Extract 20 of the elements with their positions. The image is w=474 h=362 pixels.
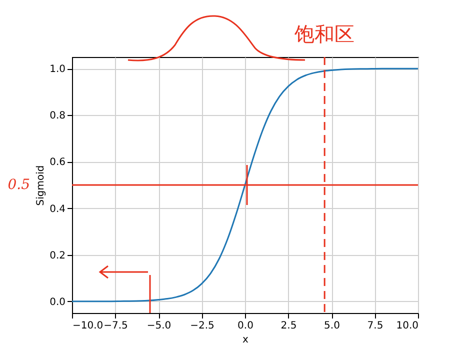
- y-tick-label: 0.6: [50, 157, 66, 168]
- x-tick-label: −7.5: [104, 320, 128, 332]
- y-axis-title: Sigmoid: [36, 165, 47, 206]
- x-tick-label: 2.5: [280, 320, 297, 332]
- ref-line-label: 0.5: [8, 177, 30, 193]
- line-series: [71, 68, 419, 302]
- x-tick-label: 0.0: [238, 320, 254, 332]
- x-tick-label: −10.0: [72, 320, 104, 332]
- y-tick-label: 1.0: [50, 64, 66, 76]
- x-tick-label: 5.0: [324, 320, 340, 332]
- y-tick-label: 0.4: [50, 204, 66, 215]
- x-tick-label: 7.5: [367, 320, 384, 332]
- y-tick-label: 0.8: [50, 110, 66, 122]
- x-tick-label: −2.5: [190, 320, 214, 332]
- y-tick-label: 0.0: [50, 296, 66, 308]
- x-tick-label: 10.0: [396, 320, 418, 332]
- ref-line-label: 饱和区: [294, 22, 355, 46]
- x-axis-title: x: [242, 334, 249, 346]
- y-tick-label: 0.2: [50, 250, 66, 262]
- x-tick-label: −5.0: [146, 320, 172, 332]
